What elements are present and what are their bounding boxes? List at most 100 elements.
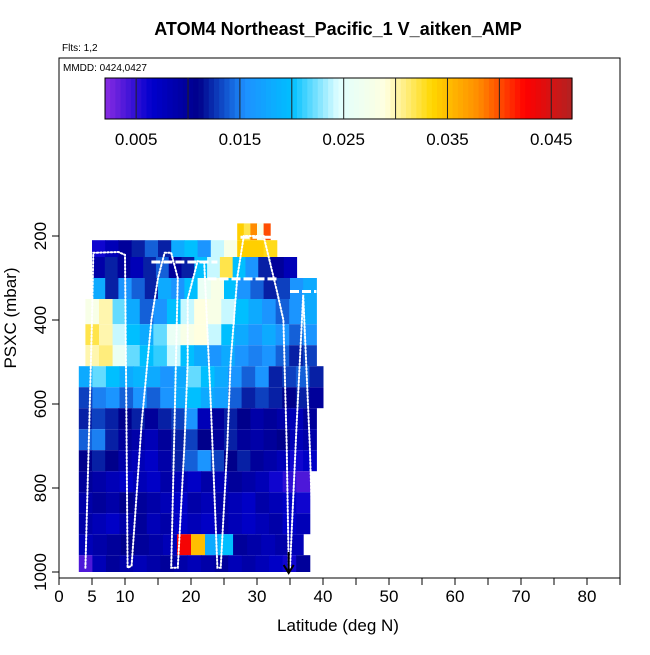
- colorbar-swatch: [385, 78, 391, 119]
- heatmap-cell: [201, 492, 216, 514]
- heatmap-cell: [302, 324, 317, 346]
- heatmap-cell: [146, 492, 161, 514]
- heatmap-cell: [92, 513, 107, 535]
- heatmap-cell: [269, 492, 284, 514]
- heatmap-cell: [105, 513, 121, 535]
- x-axis-label: Latitude (deg N): [277, 616, 399, 635]
- heatmap-cell: [158, 408, 172, 430]
- heatmap-cell: [248, 324, 263, 346]
- heatmap-cell: [237, 278, 251, 299]
- colorbar-swatch: [312, 78, 319, 119]
- heatmap-cell: [219, 257, 234, 278]
- heatmap-cell: [173, 387, 188, 409]
- heatmap-cell: [92, 429, 106, 451]
- heatmap-cell: [106, 534, 122, 556]
- colorbar-tick-label: 0.035: [426, 130, 469, 149]
- heatmap-cell: [255, 513, 270, 535]
- colorbar-swatch: [354, 78, 360, 119]
- heatmap-cell: [144, 408, 159, 430]
- colorbar-swatch: [431, 78, 438, 119]
- heatmap-cell: [166, 299, 182, 325]
- heatmap-cell: [282, 492, 297, 514]
- heatmap-cell: [160, 366, 175, 388]
- colorbar-swatch: [177, 78, 184, 119]
- heatmap-cell: [234, 324, 249, 346]
- heatmap-cell: [228, 471, 243, 493]
- x-tick-label: 50: [380, 587, 399, 606]
- heatmap-cell: [139, 299, 154, 325]
- colorbar-swatch: [167, 78, 174, 119]
- heatmap-cell: [126, 324, 141, 346]
- colorbar-swatch: [535, 78, 542, 119]
- heatmap-cell: [269, 471, 284, 493]
- heatmap-cell: [171, 408, 185, 430]
- colorbar-swatch: [260, 78, 267, 119]
- heatmap-cell: [105, 240, 119, 257]
- heatmap-cell: [248, 299, 263, 325]
- y-tick-label: 1000: [31, 553, 50, 591]
- colorbar-swatch: [296, 78, 303, 119]
- colorbar-swatch: [198, 78, 205, 119]
- colorbar-tick-label: 0.005: [115, 130, 158, 149]
- colorbar-swatch: [348, 78, 355, 119]
- heatmap-cell: [98, 324, 114, 346]
- heatmap-cell: [262, 299, 277, 325]
- heatmap-cell: [105, 278, 119, 299]
- colorbar-swatch: [374, 78, 381, 119]
- heatmap-cell: [201, 471, 216, 493]
- colorbar-swatch: [473, 78, 480, 119]
- colorbar-swatch: [105, 78, 111, 119]
- heatmap-cell: [173, 555, 189, 572]
- heatmap-cell: [92, 387, 107, 409]
- colorbar-swatch: [468, 78, 475, 119]
- heatmap-cell: [207, 324, 222, 346]
- colorbar-swatch: [499, 78, 506, 119]
- colorbar-swatch: [411, 78, 417, 119]
- colorbar-swatch: [245, 78, 251, 119]
- colorbar-swatch: [561, 78, 568, 119]
- heatmap-cell: [228, 492, 243, 514]
- colorbar-swatch: [156, 78, 163, 119]
- heatmap-cell: [112, 299, 127, 325]
- heatmap-cell: [98, 345, 114, 367]
- colorbar-swatch: [369, 78, 376, 119]
- heatmap-cell: [276, 429, 291, 451]
- heatmap-cell: [263, 408, 278, 430]
- colorbar-swatch: [395, 78, 402, 119]
- colorbar-swatch: [307, 78, 314, 119]
- colorbar-swatch: [509, 78, 516, 119]
- heatmap-cell: [78, 408, 93, 430]
- heatmap-cell: [262, 345, 277, 367]
- heatmap-cell: [241, 387, 256, 409]
- heatmap-cell: [303, 278, 317, 299]
- heatmap-cell: [224, 240, 238, 257]
- heatmap-cell: [139, 345, 154, 367]
- colorbar-swatch: [322, 78, 329, 119]
- heatmap-cell: [228, 555, 243, 572]
- heatmap-cell: [214, 492, 229, 514]
- heatmap-cell: [134, 534, 150, 556]
- heatmap-cell: [85, 324, 100, 346]
- heatmap-cell: [290, 278, 304, 299]
- heatmap-cell: [237, 450, 251, 472]
- heatmap-cell: [160, 471, 175, 493]
- heatmap-cell: [173, 513, 189, 535]
- heatmap-cell: [271, 257, 285, 278]
- colorbar-swatch: [146, 78, 153, 119]
- heatmap-cell: [92, 366, 107, 388]
- colorbar-tick-label: 0.045: [530, 130, 573, 149]
- heatmap-cell: [173, 366, 188, 388]
- colorbar-swatch: [151, 78, 158, 119]
- heatmap-cell: [105, 450, 119, 472]
- colorbar-swatch: [333, 78, 340, 119]
- colorbar-swatch: [208, 78, 215, 119]
- heatmap-cell: [98, 299, 114, 325]
- heatmap-cell: [268, 387, 283, 409]
- colorbar-swatch: [136, 78, 142, 119]
- heatmap-cell: [166, 324, 182, 346]
- y-tick-label: 400: [31, 306, 50, 334]
- heatmap-cell: [210, 278, 225, 299]
- heatmap-cell: [144, 450, 159, 472]
- heatmap-cell: [289, 299, 304, 325]
